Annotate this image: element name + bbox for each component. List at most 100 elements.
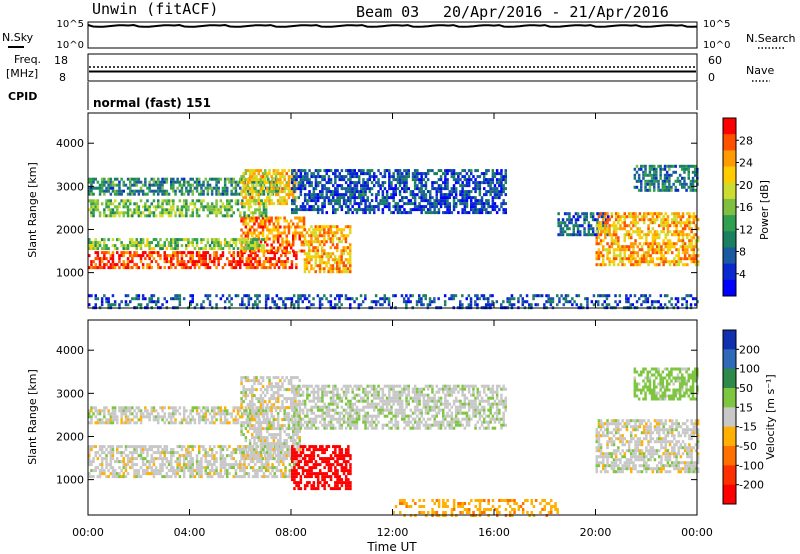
echo-cell xyxy=(566,300,570,304)
echo-cell xyxy=(281,249,284,253)
echo-cell xyxy=(276,249,280,253)
echo-cell xyxy=(599,263,603,267)
echo-cell xyxy=(284,466,287,470)
echo-cell xyxy=(360,199,363,203)
echo-cell xyxy=(665,164,669,168)
echo-cell xyxy=(107,214,110,218)
echo-cell xyxy=(677,236,680,240)
echo-cell xyxy=(634,257,637,261)
echo-cell xyxy=(258,294,261,298)
echo-cell xyxy=(607,303,611,307)
echo-cell xyxy=(355,208,359,212)
echo-cell xyxy=(298,216,301,220)
echo-cell xyxy=(198,251,201,255)
echo-cell xyxy=(245,244,248,248)
echo-cell xyxy=(219,208,223,212)
echo-cell xyxy=(629,294,632,298)
echo-cell xyxy=(388,175,391,179)
echo-cell xyxy=(129,192,132,196)
echo-cell xyxy=(244,190,248,194)
echo-cell xyxy=(274,193,278,197)
echo-cell xyxy=(321,205,324,209)
echo-cell xyxy=(347,184,350,188)
echo-cell xyxy=(647,242,650,246)
echo-cell xyxy=(300,243,304,247)
echo-cell xyxy=(189,189,192,193)
echo-cell xyxy=(262,266,266,270)
echo-cell xyxy=(630,254,633,258)
echo-cell xyxy=(610,212,614,216)
echo-cell xyxy=(586,303,589,307)
echo-cell xyxy=(349,178,352,182)
echo-cell xyxy=(217,238,220,242)
echo-cell xyxy=(285,184,288,188)
echo-cell xyxy=(370,199,374,203)
echo-cell xyxy=(306,172,309,176)
echo-cell xyxy=(289,193,293,197)
echo-cell xyxy=(232,211,235,215)
echo-cell xyxy=(663,167,667,171)
echo-cell xyxy=(92,177,95,181)
echo-cell xyxy=(96,409,100,413)
echo-cell xyxy=(133,463,136,467)
echo-cell xyxy=(329,240,333,244)
echo-cell xyxy=(355,184,359,188)
echo-cell xyxy=(100,202,104,206)
echo-cell xyxy=(454,294,458,298)
echo-cell xyxy=(627,245,631,249)
echo-cell xyxy=(182,202,186,206)
echo-cell xyxy=(242,178,245,182)
echo-cell xyxy=(353,202,356,206)
echo-cell xyxy=(668,173,671,177)
echo-cell xyxy=(314,193,318,197)
echo-cell xyxy=(504,181,507,185)
echo-cell xyxy=(347,187,350,191)
echo-cell xyxy=(206,208,210,212)
echo-cell xyxy=(98,448,102,452)
echo-cell xyxy=(377,181,380,185)
echo-cell xyxy=(243,460,246,464)
echo-cell xyxy=(344,181,348,185)
echo-cell xyxy=(368,205,372,209)
echo-cell xyxy=(491,300,494,304)
echo-cell xyxy=(239,254,242,258)
echo-cell xyxy=(448,211,451,215)
echo-cell xyxy=(316,193,320,197)
echo-cell xyxy=(627,212,631,216)
echo-cell xyxy=(288,475,292,479)
echo-cell xyxy=(98,257,102,261)
echo-cell xyxy=(592,294,596,298)
echo-cell xyxy=(159,445,162,449)
echo-cell xyxy=(651,221,655,225)
echo-cell xyxy=(585,215,588,219)
echo-cell xyxy=(172,448,175,452)
echo-cell xyxy=(660,257,663,261)
echo-cell xyxy=(308,300,311,304)
echo-cell xyxy=(213,263,216,267)
echo-cell xyxy=(111,421,115,425)
echo-cell xyxy=(327,225,330,229)
echo-cell xyxy=(598,212,601,216)
echo-cell xyxy=(202,300,205,304)
echo-cell xyxy=(144,463,147,467)
echo-cell xyxy=(264,463,268,467)
echo-cell xyxy=(670,297,673,301)
echo-cell xyxy=(161,202,164,206)
echo-cell xyxy=(253,202,256,206)
echo-cell xyxy=(444,187,447,191)
echo-cell xyxy=(685,188,688,192)
echo-cell xyxy=(292,243,295,247)
echo-cell xyxy=(630,242,633,246)
echo-cell xyxy=(98,418,102,422)
echo-cell xyxy=(547,294,550,298)
echo-cell xyxy=(262,472,266,476)
echo-cell xyxy=(202,208,205,212)
echo-cell xyxy=(677,263,680,267)
echo-cell xyxy=(198,254,201,258)
echo-cell xyxy=(139,214,143,218)
echo-cell xyxy=(405,178,408,182)
echo-cell xyxy=(483,175,486,179)
echo-cell xyxy=(413,199,417,203)
echo-cell xyxy=(202,192,205,196)
echo-cell xyxy=(366,184,369,188)
